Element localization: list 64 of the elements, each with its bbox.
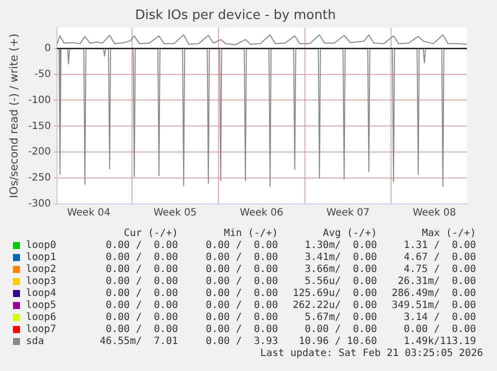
legend-label: loop1 bbox=[26, 252, 56, 263]
y-tick-label: -50 bbox=[34, 68, 51, 80]
text: 0.00 / 0.00 bbox=[206, 276, 278, 287]
y-tick-label: 0 bbox=[44, 42, 51, 54]
text: Max (-/+) bbox=[422, 228, 476, 239]
legend-label: loop6 bbox=[26, 312, 56, 323]
legend-label: loop2 bbox=[26, 264, 56, 275]
text: 3.14 / 0.00 bbox=[404, 312, 476, 323]
text: 3.41m/ 0.00 bbox=[304, 252, 377, 263]
text: 0.00 / 0.00 bbox=[106, 252, 178, 263]
text: 0.00 / 0.00 bbox=[304, 324, 377, 335]
text: 5.67m/ 0.00 bbox=[304, 312, 377, 323]
y-tick-label: -250 bbox=[28, 172, 51, 184]
text: 4.67 / 0.00 bbox=[404, 252, 476, 263]
text: 46.55m/ 7.01 bbox=[100, 336, 178, 347]
text: 0.00 / 3.93 bbox=[206, 336, 278, 347]
legend-label: loop0 bbox=[26, 240, 56, 251]
text: 0.00 / 0.00 bbox=[106, 288, 178, 299]
y-tick-label: -200 bbox=[28, 146, 51, 158]
text: 0.00 / 0.00 bbox=[206, 288, 278, 299]
text: 0.00 / 0.00 bbox=[206, 300, 278, 311]
text: 0.00 / 0.00 bbox=[206, 240, 278, 251]
text: 0.00 / 0.00 bbox=[404, 324, 476, 335]
text: 0.00 / 0.00 bbox=[106, 240, 178, 251]
text: 5.56u/ 0.00 bbox=[304, 276, 377, 287]
x-tick-label: Week 07 bbox=[326, 208, 370, 219]
x-tick-label: Week 08 bbox=[412, 208, 456, 219]
legend-label: loop3 bbox=[26, 276, 56, 287]
text: 0.00 / 0.00 bbox=[206, 252, 278, 263]
text: 0.00 / 0.00 bbox=[206, 264, 278, 275]
text: 3.66m/ 0.00 bbox=[304, 264, 377, 275]
text: 0.00 / 0.00 bbox=[206, 312, 278, 323]
text: 10.96 / 10.60 bbox=[298, 336, 377, 347]
text: Avg (-/+) bbox=[322, 228, 377, 239]
text: 0.00 / 0.00 bbox=[106, 264, 178, 275]
text: 0.00 / 0.00 bbox=[106, 276, 178, 287]
x-tick-label: Week 05 bbox=[153, 208, 197, 219]
text: 26.31m/ 0.00 bbox=[398, 276, 476, 287]
y-axis-title: IOs/second read (-) / write (+) bbox=[7, 34, 20, 198]
chart-title: Disk IOs per device - by month bbox=[135, 8, 336, 24]
text: 262.22u/ 0.00 bbox=[292, 300, 377, 311]
text: 0.00 / 0.00 bbox=[106, 300, 178, 311]
text: Last update: Sat Feb 21 03:25:05 2026 bbox=[260, 348, 483, 359]
text: 0.00 / 0.00 bbox=[206, 324, 278, 335]
text: 4.75 / 0.00 bbox=[404, 264, 476, 275]
text: 286.49m/ 0.00 bbox=[392, 288, 476, 299]
text: 1.30m/ 0.00 bbox=[304, 240, 377, 251]
y-tick-label: -150 bbox=[28, 120, 51, 132]
x-tick-label: Week 04 bbox=[67, 208, 110, 219]
text: 125.69u/ 0.00 bbox=[292, 288, 377, 299]
legend-label: sda bbox=[26, 336, 44, 347]
legend-label: loop5 bbox=[26, 300, 56, 311]
text: Cur (-/+) bbox=[124, 228, 178, 239]
y-tick-label: -100 bbox=[28, 94, 51, 106]
text: 0.00 / 0.00 bbox=[106, 312, 178, 323]
y-tick-label: -300 bbox=[28, 198, 51, 210]
text: 1.31 / 0.00 bbox=[404, 240, 476, 251]
text: Min (-/+) bbox=[224, 228, 278, 239]
legend-label: loop7 bbox=[26, 324, 56, 335]
text: 1.49k/113.19 bbox=[404, 336, 476, 347]
text: 349.51m/ 0.00 bbox=[392, 300, 476, 311]
legend-label: loop4 bbox=[26, 288, 56, 299]
text: 0.00 / 0.00 bbox=[106, 324, 178, 335]
x-tick-label: Week 06 bbox=[240, 208, 284, 219]
